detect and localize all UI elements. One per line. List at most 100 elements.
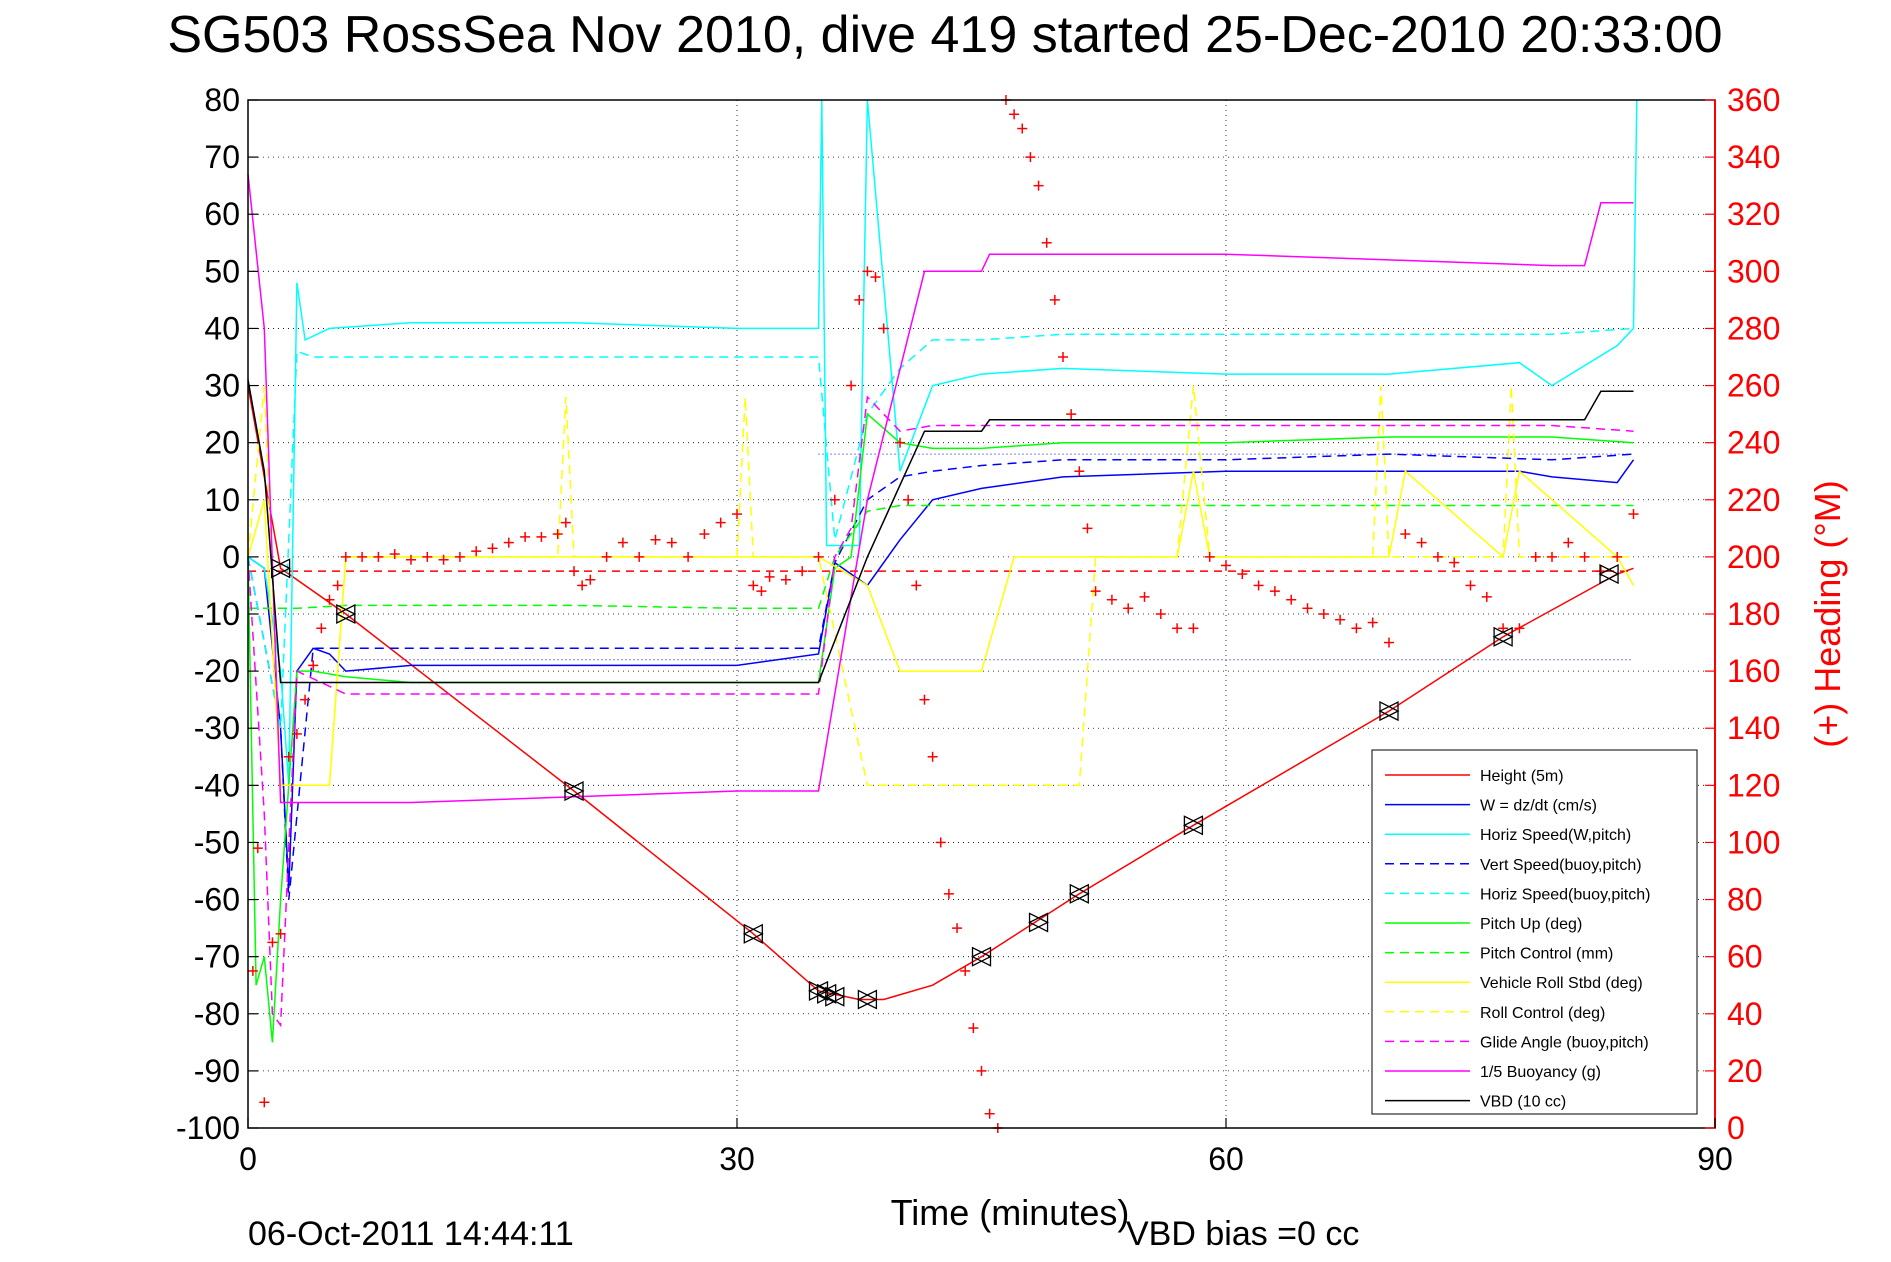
bottom-tick-label: 90: [1697, 1141, 1733, 1177]
heading-point: [1221, 560, 1231, 571]
series-line-11: [247, 174, 1634, 804]
heading-point: [634, 551, 645, 562]
heading-point: [1058, 352, 1068, 362]
triangle-marker: [1028, 912, 1049, 933]
triangle-marker: [1378, 701, 1399, 722]
heading-point: [259, 1097, 270, 1108]
series-line-7: [248, 504, 1634, 610]
triangle-marker: [563, 780, 584, 802]
series-line-1: [247, 385, 1634, 1001]
heading-point: [1204, 551, 1215, 562]
right-tick-label: 300: [1727, 253, 1780, 289]
right-tick-label: 60: [1727, 939, 1763, 975]
heading-point: [357, 551, 368, 562]
triangle-marker: [335, 603, 356, 625]
heading-point: [1041, 237, 1052, 248]
heading-point: [1188, 623, 1199, 634]
heading-point: [1025, 152, 1036, 163]
right-tick-label: 220: [1727, 482, 1780, 518]
right-tick-label: 80: [1727, 882, 1763, 918]
heading-point: [1123, 603, 1134, 614]
bottom-axis-ticks: 0 30 60 90: [239, 1118, 1733, 1177]
triangle-marker: [971, 946, 992, 967]
legend-box: [1371, 749, 1698, 1115]
heading-point: [1335, 614, 1346, 625]
heading-point: [283, 751, 294, 762]
heading-point: [1628, 509, 1639, 520]
heading-point: [332, 580, 343, 591]
left-tick-label: 10: [204, 482, 240, 518]
series-line-10: [247, 395, 1634, 1028]
triangle-marker: [1068, 883, 1089, 904]
heading-point: [764, 571, 775, 582]
heading-point: [471, 546, 482, 557]
heading-point: [1155, 609, 1166, 619]
heading-point: [577, 580, 588, 591]
right-tick-label: 140: [1727, 710, 1780, 746]
footer-timestamp: 06-Oct-2011 14:44:11: [248, 1215, 574, 1253]
heading-point: [1563, 537, 1574, 548]
right-tick-label: 160: [1727, 653, 1780, 689]
legend-label-4: Vert Speed(buoy,pitch): [1480, 857, 1642, 874]
legend-label-10: Glide Angle (buoy,pitch): [1480, 1034, 1649, 1051]
legend-label-3: Horiz Speed(W,pitch): [1480, 827, 1631, 844]
heading-point: [438, 554, 449, 565]
left-tick-label: -50: [194, 824, 240, 860]
legend-label-2: W = dz/dt (cm/s): [1480, 798, 1597, 815]
left-tick-label: 60: [204, 196, 240, 232]
triangle-marker: [808, 980, 829, 1001]
heading-point: [1465, 580, 1476, 591]
legend-label-11: 1/5 Buoyancy (g): [1480, 1064, 1601, 1081]
heading-point: [1106, 594, 1117, 605]
right-tick-label: 200: [1727, 539, 1780, 575]
heading-point: [536, 531, 547, 542]
left-tick-label: -80: [194, 996, 240, 1032]
left-tick-label: -40: [194, 767, 240, 803]
heading-point: [870, 272, 881, 283]
heading-point: [984, 1108, 995, 1119]
heading-point: [732, 509, 742, 520]
heading-point: [960, 965, 971, 976]
heading-point: [617, 537, 628, 548]
data-series: [247, 99, 1638, 1043]
right-tick-label: 100: [1727, 824, 1780, 860]
heading-point: [1367, 617, 1378, 628]
series-line-4: [247, 453, 1634, 900]
heading-point: [487, 543, 498, 554]
triangle-marker: [1598, 563, 1619, 585]
right-tick-label: 240: [1727, 425, 1780, 461]
heading-point: [650, 534, 661, 545]
heading-point: [275, 928, 286, 939]
heading-point: [1547, 551, 1557, 562]
left-tick-label: 20: [204, 425, 240, 461]
heading-point: [1400, 529, 1411, 540]
heading-point: [911, 580, 922, 591]
heading-point: [585, 574, 596, 585]
left-tick-label: 0: [222, 539, 240, 575]
heading-point: [300, 694, 311, 705]
heading-point: [699, 529, 710, 540]
heading-point: [520, 531, 531, 542]
left-axis-ticks: 80 70 60 50 40 30 20 10 0 -10 -20 -30 -40 -50 -60 -70 -8…: [176, 82, 258, 1146]
heading-point: [1481, 591, 1492, 602]
left-tick-label: -10: [194, 596, 240, 632]
heading-point: [316, 623, 327, 634]
heading-point: [1082, 523, 1093, 534]
heading-point: [976, 1065, 987, 1076]
markers: [247, 95, 1639, 1133]
heading-point: [1318, 609, 1329, 619]
right-tick-label: 260: [1727, 368, 1780, 404]
legend-label-12: VBD (10 cc): [1480, 1094, 1566, 1111]
right-tick-label: 40: [1727, 996, 1763, 1032]
heading-point: [1009, 109, 1020, 120]
left-tick-label: 70: [204, 139, 240, 175]
right-tick-label: 0: [1727, 1110, 1745, 1146]
heading-point: [1017, 123, 1028, 134]
series-line-5: [247, 327, 1634, 729]
heading-point: [422, 551, 433, 562]
heading-point: [748, 580, 759, 591]
heading-point: [1514, 623, 1525, 634]
heading-point: [1449, 557, 1460, 568]
right-tick-label: 20: [1727, 1053, 1763, 1089]
right-axis-label: (+) Heading (°M): [1807, 480, 1848, 747]
